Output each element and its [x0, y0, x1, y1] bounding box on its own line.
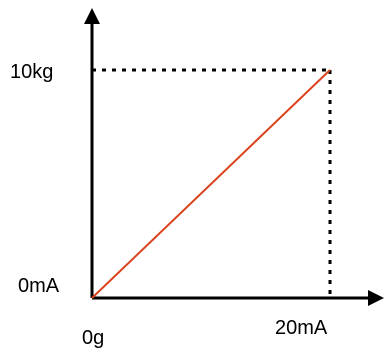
x-axis-arrow — [368, 290, 384, 306]
axes — [84, 8, 384, 306]
guide-lines — [92, 68, 332, 298]
y-tick-label-bottom: 0mA — [18, 275, 60, 297]
tick-labels: 10kg 0mA 0g 20mA — [10, 61, 328, 349]
x-tick-label-right: 20mA — [275, 317, 328, 339]
y-tick-label-top: 10kg — [10, 61, 53, 83]
series-line — [91, 69, 331, 299]
y-axis-arrow — [84, 8, 100, 24]
x-tick-label-left: 0g — [82, 327, 104, 349]
series-layer — [91, 69, 331, 299]
